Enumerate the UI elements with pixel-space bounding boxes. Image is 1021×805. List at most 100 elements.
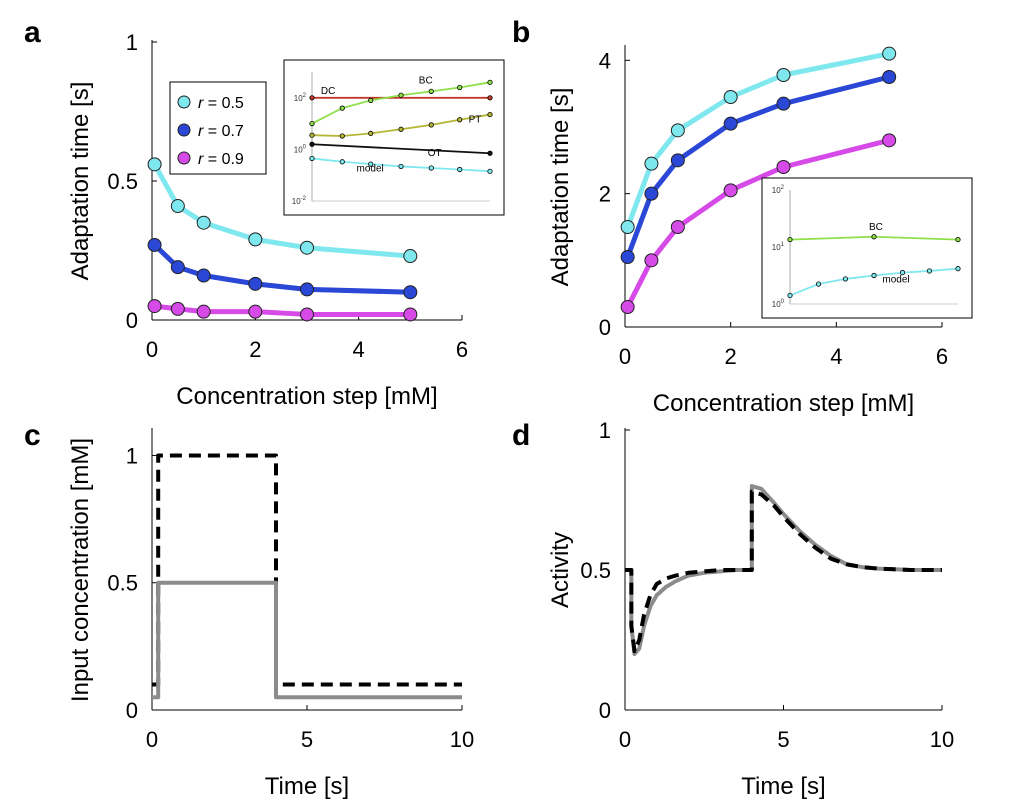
inset-point [899, 270, 906, 276]
data-point [248, 232, 263, 247]
x-tick-label: 10 [930, 727, 954, 752]
y-axis-label: Adaptation time [s] [547, 88, 574, 287]
panel-label-a: a [24, 16, 41, 49]
inset-point [309, 95, 315, 101]
y-tick-label: 1 [599, 418, 611, 443]
panel-b: b 0 2 4 6 0 2 4 Concentration step [mM] Adaptatio… [512, 16, 973, 417]
data-point [147, 157, 162, 172]
inset-point [339, 133, 345, 139]
inset-point [787, 292, 793, 299]
inset-point [428, 165, 434, 171]
inset-point [339, 159, 345, 165]
y-axis-label: Activity [547, 532, 574, 608]
y-tick-label: 0 [126, 308, 138, 333]
inset-point [398, 92, 404, 98]
y-tick-label: 0.5 [107, 571, 138, 596]
series-line [152, 453, 462, 687]
inset-point [815, 281, 822, 287]
data-point [776, 96, 791, 111]
inset-point [457, 166, 463, 173]
inset-point [309, 155, 315, 162]
inset-a: 102 100 10-2 DC BC PT OT model [283, 59, 505, 216]
data-point [882, 46, 897, 61]
inset-point [787, 236, 793, 243]
x-axis-label: Concentration step [mM] [653, 390, 914, 417]
x-tick-label: 2 [249, 337, 261, 362]
data-point [723, 183, 738, 198]
data-point [248, 304, 263, 319]
data-point [670, 220, 685, 234]
x-tick-label: 4 [353, 337, 365, 362]
x-axis-label: Time [s] [265, 773, 349, 800]
inset-point [871, 234, 877, 240]
y-tick-label: 1 [126, 30, 138, 55]
inset-point [428, 122, 434, 128]
inset-point [871, 272, 877, 279]
inset-point [487, 150, 493, 156]
y-axis-label: Adaptation time [s] [67, 82, 94, 281]
legend-label: r = 0.9 [198, 151, 244, 168]
inset-point [487, 168, 493, 174]
legend-label: r = 0.7 [198, 123, 244, 140]
data-point [196, 304, 211, 319]
data-point [723, 90, 738, 104]
inset-point [309, 141, 315, 147]
data-point [620, 300, 635, 314]
inset-point [457, 84, 463, 91]
data-point [403, 307, 418, 322]
data-point [620, 250, 635, 264]
y-tick-label: 4 [599, 48, 611, 73]
inset-point [842, 276, 849, 282]
data-point [403, 249, 418, 264]
x-tick-label: 0 [619, 727, 631, 752]
x-tick-label: 0 [619, 344, 631, 369]
data-point [196, 268, 211, 283]
inset-label-pt: PT [469, 114, 482, 125]
panel-label-b: b [512, 16, 530, 49]
inset-point [457, 117, 463, 123]
x-tick-label: 4 [830, 344, 842, 369]
inset-y-tick: 101 [772, 242, 785, 252]
inset-point [955, 266, 961, 272]
x-tick-label: 5 [777, 727, 789, 752]
inset-frame [761, 177, 973, 319]
data-point [670, 153, 685, 168]
inset-point [398, 126, 404, 132]
inset-point [309, 121, 315, 127]
y-tick-label: 0.5 [580, 558, 611, 583]
panel-label-c: c [24, 419, 41, 452]
data-point [776, 68, 791, 82]
data-point [170, 301, 185, 316]
panel-d: d 0 5 10 0 0.5 1 Time [s] Activity [512, 418, 954, 800]
data-point [300, 307, 314, 322]
inset-label-ot: OT [428, 148, 442, 159]
x-tick-label: 0 [146, 727, 158, 752]
inset-label-model: model [882, 274, 909, 285]
inset-point [487, 111, 493, 118]
data-point [300, 240, 314, 255]
data-point [196, 215, 211, 230]
inset-frame [283, 59, 505, 216]
panel-c: c 0 5 10 0 0.5 1 Time [s] Input concentration [m… [24, 419, 474, 800]
inset-label-bc: BC [419, 76, 433, 87]
inset-y-tick: 10-2 [292, 196, 307, 206]
data-point [882, 70, 897, 84]
inset-y-tick: 102 [772, 185, 785, 195]
inset-y-tick: 100 [772, 299, 785, 309]
legend-marker [177, 123, 191, 137]
x-tick-label: 5 [301, 727, 313, 752]
series-line [625, 51, 890, 228]
series-line [152, 163, 411, 259]
series-line [152, 580, 462, 700]
x-axis-label: Concentration step [mM] [176, 383, 437, 410]
inset-label-model: model [357, 163, 384, 174]
y-tick-label: 0 [599, 698, 611, 723]
y-tick-label: 0 [599, 315, 611, 340]
panel-label-d: d [512, 419, 530, 452]
x-tick-label: 2 [725, 344, 737, 369]
data-point [882, 133, 897, 148]
inset-y-tick: 100 [294, 144, 307, 154]
x-tick-label: 10 [450, 727, 474, 752]
legend-marker [177, 151, 191, 165]
